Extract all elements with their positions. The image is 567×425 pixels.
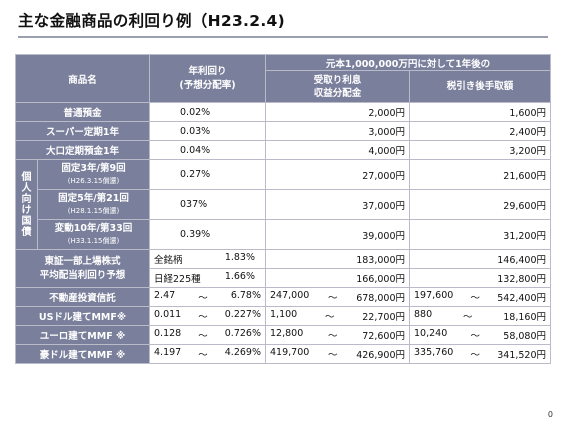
- yield-cell: 0.02%: [149, 102, 267, 122]
- table-row: スーパー定期1年 0.03% 3,000円 2,400円: [14, 121, 552, 141]
- after-tax-cell: 31,200円: [409, 219, 552, 250]
- yield-cell: 2.47 ～ 6.78%: [149, 287, 267, 307]
- yield-cell: 全銘柄 1.83%: [149, 249, 267, 269]
- page-title: 主な金融商品の利回り例（H23.2.4): [18, 12, 285, 30]
- yield-cell: 0.04%: [149, 140, 267, 160]
- row-label: 豪ドル建てMMF ※: [14, 344, 151, 364]
- after-tax-cell: 335,760 ～ 341,520円: [409, 344, 552, 364]
- after-tax-cell: 2,400円: [409, 121, 552, 141]
- after-tax-cell: 1,600円: [409, 102, 552, 122]
- row-label: 不動産投資信託: [14, 287, 151, 307]
- received-cell: 12,800 ～ 72,600円: [265, 325, 411, 345]
- row-label: USドル建てMMF※: [14, 306, 151, 326]
- yield-cell: 037%: [149, 189, 267, 220]
- received-cell: 3,000円: [265, 121, 411, 141]
- header-after-tax: 税引き後手取額: [409, 70, 552, 103]
- received-cell: 1,100 ～ 22,700円: [265, 306, 411, 326]
- received-cell: 247,000 ～ 678,000円: [265, 287, 411, 307]
- after-tax-cell: 29,600円: [409, 189, 552, 220]
- row-label: ユーロ建てMMF ※: [14, 325, 151, 345]
- row-label: 固定5年/第21回 (H28.1.15償還): [36, 189, 151, 220]
- received-cell: 37,000円: [265, 189, 411, 220]
- received-cell: 4,000円: [265, 140, 411, 160]
- received-cell: 2,000円: [265, 102, 411, 122]
- table-row: 固定5年/第21回 (H28.1.15償還) 037% 37,000円 29,60…: [16, 189, 552, 220]
- after-tax-cell: 10,240 ～ 58,080円: [409, 325, 552, 345]
- table-row: 日経225種 1.66% 166,000円 132,800円: [16, 268, 552, 288]
- table-row: 不動産投資信託 2.47 ～ 6.78% 247,000 ～ 678,000円 197,…: [14, 287, 552, 307]
- row-label: 変動10年/第33回 (H33.1.15償還): [36, 219, 151, 250]
- header-span: 元本1,000,000万円に対して1年後の: [265, 54, 552, 71]
- page-number: 0: [547, 410, 553, 419]
- received-cell: 419,700 ～ 426,900円: [265, 344, 411, 364]
- after-tax-cell: 146,400円: [409, 249, 552, 269]
- table-row: USドル建てMMF※ 0.011 ～ 0.227% 1,100 ～ 22,700円 88…: [14, 306, 552, 326]
- after-tax-cell: 197,600 ～ 542,400円: [409, 287, 552, 307]
- after-tax-cell: 21,600円: [409, 159, 552, 190]
- received-cell: 39,000円: [265, 219, 411, 250]
- yield-cell: 0.011 ～ 0.227%: [149, 306, 267, 326]
- after-tax-cell: 132,800円: [409, 268, 552, 288]
- yield-table: 商品名 年利回り (予想分配率) 元本1,000,000万円に対して1年後の 受…: [14, 54, 552, 364]
- header-received: 受取り利息 収益分配金: [265, 70, 411, 103]
- yield-cell: 0.39%: [149, 219, 267, 250]
- after-tax-cell: 880 ～ 18,160円: [409, 306, 552, 326]
- after-tax-cell: 3,200円: [409, 140, 552, 160]
- yield-cell: 0.128 ～ 0.726%: [149, 325, 267, 345]
- table-row: 豪ドル建てMMF ※ 4.197 ～ 4.269% 419,700 ～ 426,900円…: [14, 344, 552, 364]
- table-row: 東証一部上場株式 平均配当利回り予想 全銘柄 1.83% 183,000円 146…: [14, 249, 552, 288]
- jgb-side-label: 個人向け国債: [15, 159, 38, 250]
- received-cell: 27,000円: [265, 159, 411, 190]
- yield-cell: 0.03%: [149, 121, 267, 141]
- row-label: スーパー定期1年: [14, 121, 151, 141]
- table-row: 変動10年/第33回 (H33.1.15償還) 0.39% 39,000円 31,…: [16, 219, 552, 250]
- table-row: 個人向け国債 固定3年/第9回 (H26.3.15償還) 0.27% 27,000…: [15, 159, 552, 250]
- table-row: 大口定期預金1年 0.04% 4,000円 3,200円: [14, 140, 552, 160]
- row-label: 大口定期預金1年: [14, 140, 151, 160]
- jgb-side-text: 個人向け国債: [21, 171, 32, 238]
- row-label: 固定3年/第9回 (H26.3.15償還): [36, 159, 151, 190]
- header-product: 商品名: [14, 54, 151, 103]
- table-row: ユーロ建てMMF ※ 0.128 ～ 0.726% 12,800 ～ 72,600円 1…: [14, 325, 552, 345]
- yield-cell: 日経225種 1.66%: [149, 268, 267, 288]
- received-cell: 166,000円: [265, 268, 411, 288]
- yield-cell: 4.197 ～ 4.269%: [149, 344, 267, 364]
- row-label: 普通預金: [14, 102, 151, 122]
- title-divider: [18, 36, 548, 38]
- received-cell: 183,000円: [265, 249, 411, 269]
- yield-cell: 0.27%: [149, 159, 267, 190]
- table-row: 普通預金 0.02% 2,000円 1,600円: [14, 102, 552, 122]
- header-yield: 年利回り (予想分配率): [149, 54, 267, 103]
- row-label: 東証一部上場株式 平均配当利回り予想: [14, 249, 151, 288]
